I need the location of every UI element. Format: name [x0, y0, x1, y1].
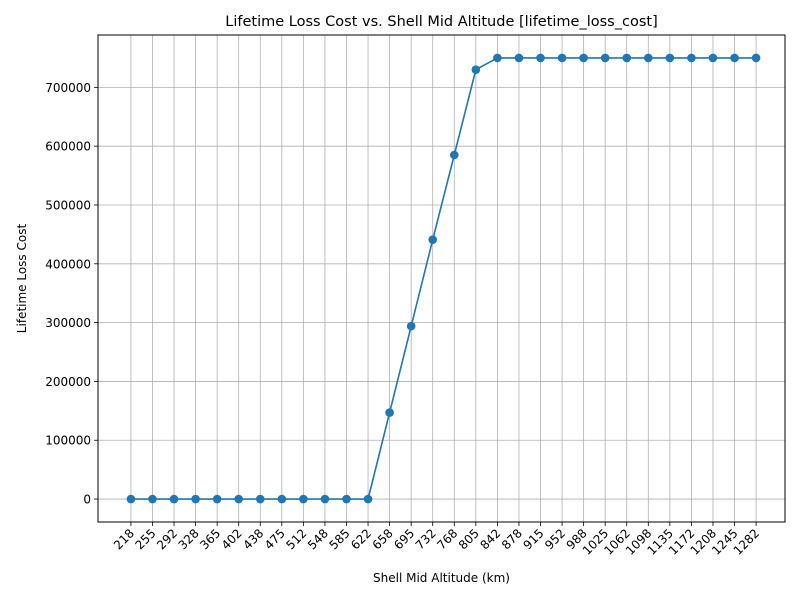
data-point: [385, 408, 394, 417]
plot-frame: [97, 34, 786, 523]
data-point: [622, 53, 632, 63]
y-tick-label: 500000: [45, 198, 91, 212]
data-point: [600, 53, 610, 63]
series-layer: [126, 53, 761, 504]
data-point: [493, 53, 502, 63]
data-point: [687, 53, 696, 63]
data-point: [320, 494, 330, 504]
data-point: [536, 53, 545, 63]
data-point: [148, 494, 157, 504]
data-point: [342, 494, 351, 504]
x-axis-label: Shell Mid Altitude (km): [373, 571, 510, 585]
data-point: [126, 494, 136, 504]
data-point: [299, 494, 308, 504]
data-point: [277, 494, 287, 504]
y-tick-label: 700000: [45, 81, 91, 95]
data-point: [557, 53, 567, 63]
chart-title: Lifetime Loss Cost vs. Shell Mid Altitud…: [225, 14, 657, 30]
grid: [98, 35, 785, 522]
data-point: [169, 494, 179, 504]
y-axis-ticks: 0 100000 200000 300000 400000 500000 600000 700…: [45, 81, 98, 507]
data-point: [363, 494, 373, 504]
data-point: [730, 53, 739, 63]
y-axis-label: Lifetime Loss Cost: [15, 224, 29, 334]
data-point: [471, 65, 481, 75]
data-point: [751, 53, 761, 63]
data-point: [514, 53, 524, 63]
y-tick-label: 0: [83, 493, 91, 507]
data-point: [708, 53, 718, 63]
data-point: [579, 53, 588, 63]
data-point: [191, 494, 200, 504]
y-tick-label: 400000: [45, 257, 91, 271]
y-tick-label: 200000: [45, 375, 91, 389]
y-tick-label: 300000: [45, 316, 91, 330]
y-tick-label: 600000: [45, 140, 91, 154]
data-point: [212, 494, 222, 504]
data-point: [406, 321, 416, 331]
data-point: [234, 494, 244, 504]
y-tick-label: 100000: [45, 434, 91, 448]
data-point: [449, 150, 459, 160]
data-point: [255, 494, 265, 504]
data-point: [428, 235, 438, 244]
data-point: [665, 53, 675, 63]
data-point: [643, 53, 653, 63]
